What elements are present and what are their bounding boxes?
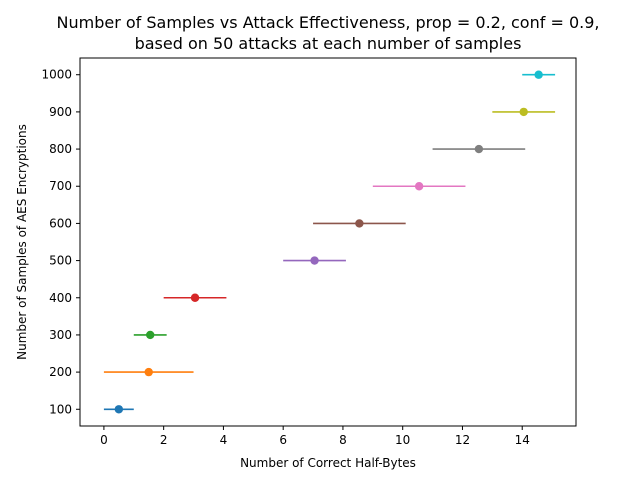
x-tick-label: 14 [515, 433, 530, 447]
data-point [474, 144, 484, 154]
plot-frame [79, 57, 577, 427]
data-point [355, 219, 364, 228]
data-point [190, 293, 200, 302]
x-tick-label: 2 [160, 433, 168, 447]
data-point [114, 405, 124, 414]
plot-marks [103, 70, 556, 414]
x-tick-label: 6 [279, 433, 287, 447]
y-axis-ticks: 100 200 300 400 500 600 700 800 900 1000 [41, 68, 80, 416]
x-tick-label: 8 [339, 433, 347, 447]
data-point [310, 256, 319, 265]
y-tick-label: 800 [49, 142, 72, 156]
y-tick-label: 700 [49, 179, 72, 193]
y-tick-label: 600 [49, 216, 72, 230]
y-tick-label: 900 [49, 105, 72, 119]
data-point [519, 107, 528, 117]
data-point [534, 70, 543, 79]
y-tick-label: 200 [49, 365, 72, 379]
y-tick-label: 100 [49, 402, 72, 416]
x-tick-label: 10 [395, 433, 410, 447]
x-tick-label: 0 [100, 433, 108, 447]
data-point [144, 367, 153, 377]
y-axis-label: Number of Samples of AES Encryptions [15, 124, 29, 360]
y-tick-label: 300 [49, 328, 72, 342]
chart-title: Number of Samples vs Attack Effectivenes… [57, 13, 600, 32]
data-point [146, 330, 155, 340]
x-axis-ticks: 0 2 4 6 8 10 12 14 [100, 426, 530, 447]
x-tick-label: 12 [455, 433, 470, 447]
chart-subtitle: based on 50 attacks at each number of sa… [135, 34, 522, 53]
data-point [414, 182, 424, 191]
x-tick-label: 4 [220, 433, 228, 447]
y-tick-label: 1000 [41, 68, 72, 82]
y-tick-label: 500 [49, 254, 72, 268]
x-axis-label: Number of Correct Half-Bytes [240, 456, 416, 470]
y-tick-label: 400 [49, 291, 72, 305]
